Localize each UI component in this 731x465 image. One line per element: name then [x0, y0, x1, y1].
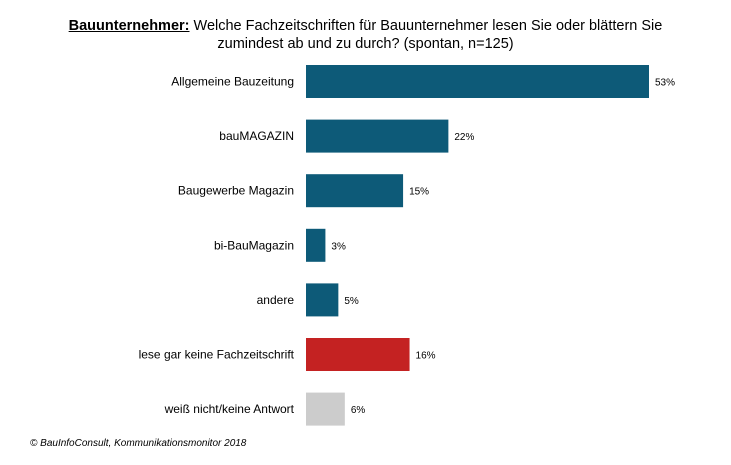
bar: [306, 119, 449, 153]
category-label: andere: [257, 293, 295, 307]
category-label: lese gar keine Fachzeitschrift: [139, 348, 295, 362]
source-note: © BauInfoConsult, Kommunikationsmonitor …: [30, 438, 247, 449]
data-label: 22%: [454, 132, 474, 143]
category-label: Allgemeine Bauzeitung: [171, 75, 294, 89]
bar: [306, 65, 649, 98]
data-label: 53%: [655, 78, 675, 89]
title-prefix: Bauunternehmer:: [68, 18, 190, 34]
bar: [306, 283, 339, 317]
data-label: 6%: [351, 405, 366, 416]
data-label: 16%: [416, 351, 436, 362]
category-label: bi-BauMagazin: [214, 238, 294, 252]
title-line-1: Welche Fachzeitschriften für Bauunterneh…: [193, 18, 663, 34]
bar: [306, 174, 404, 208]
category-label: Baugewerbe Magazin: [178, 184, 294, 198]
chart-title: Bauunternehmer: Welche Fachzeitschriften…: [0, 17, 731, 53]
bar: [306, 392, 345, 426]
title-line-2: zumindest ab und zu durch? (spontan, n=1…: [217, 36, 514, 52]
bar: [306, 338, 410, 371]
category-label: bauMAGAZIN: [219, 129, 294, 143]
category-label: weiß nicht/keine Antwort: [164, 402, 295, 416]
data-label: 5%: [344, 296, 359, 307]
data-label: 3%: [331, 241, 346, 252]
data-label: 15%: [409, 187, 429, 198]
bar: [306, 228, 326, 262]
